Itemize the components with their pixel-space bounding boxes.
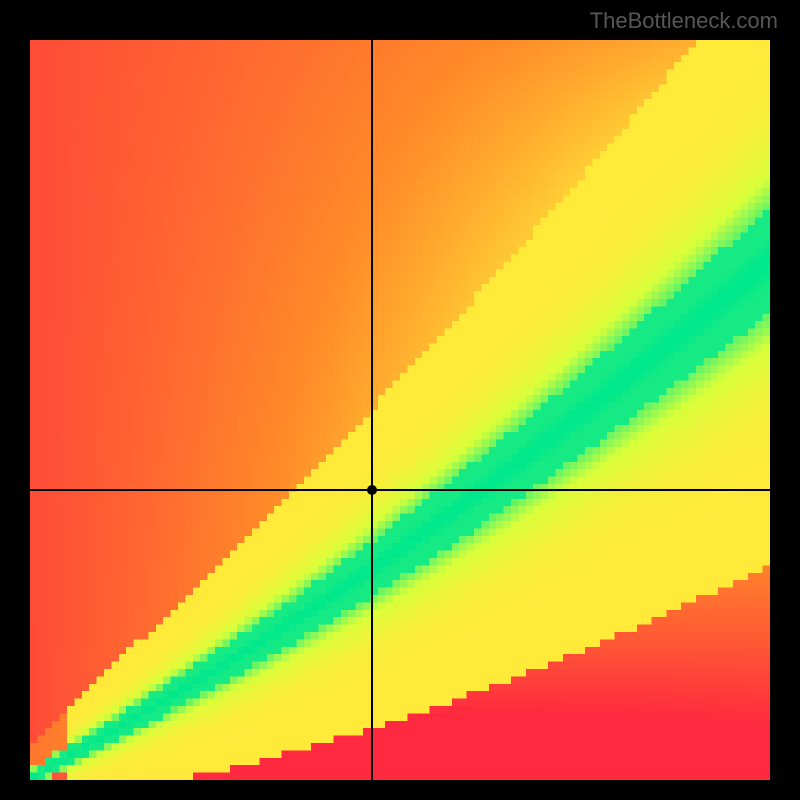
- crosshair-horizontal: [30, 489, 770, 491]
- watermark-text: TheBottleneck.com: [590, 8, 778, 34]
- bottleneck-heatmap: [30, 40, 770, 780]
- crosshair-dot: [367, 485, 377, 495]
- crosshair-vertical: [371, 40, 373, 780]
- chart-container: TheBottleneck.com: [0, 0, 800, 800]
